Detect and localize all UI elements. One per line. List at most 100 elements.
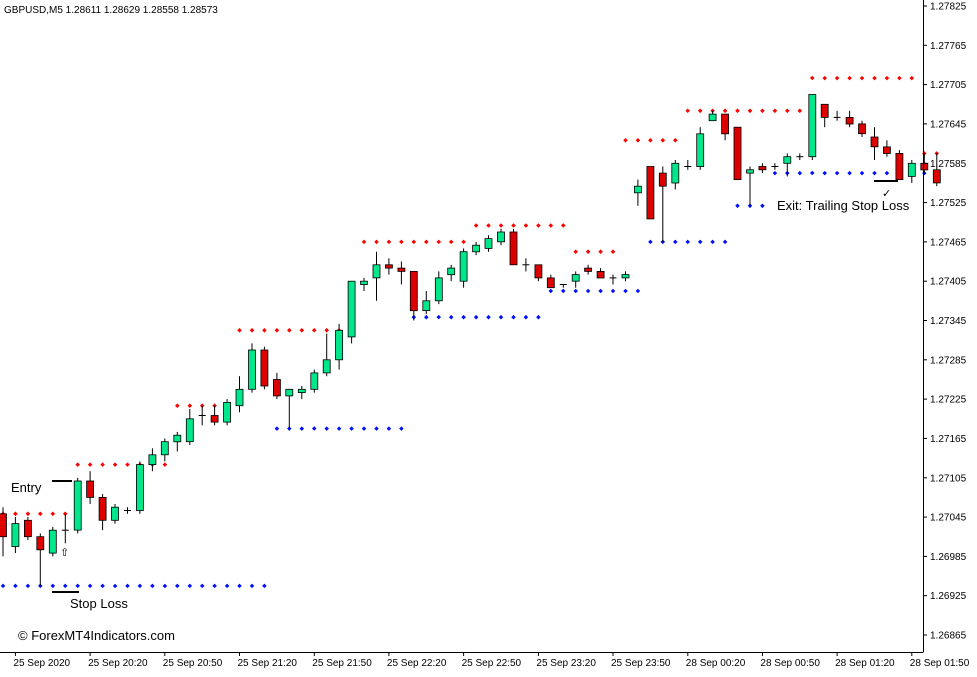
- support-dot: [386, 426, 392, 431]
- candle-body-bull: [907, 162, 916, 177]
- support-dot: [112, 583, 118, 589]
- resistance-dot: [424, 239, 429, 245]
- candle-body-bull: [459, 251, 468, 282]
- candle-body-bull: [48, 529, 57, 554]
- candle: [248, 343, 256, 393]
- candle-body-bull: [708, 113, 717, 122]
- candle: [696, 127, 705, 170]
- candle-body-bull: [447, 267, 456, 276]
- resistance-dot: [262, 328, 267, 333]
- x-tick-label: 25 Sep 21:20: [238, 658, 298, 669]
- candle-body-bull: [422, 300, 431, 311]
- support-dot: [635, 288, 641, 294]
- candle: [360, 277, 368, 291]
- support-dot: [573, 288, 578, 294]
- candle: [895, 150, 904, 180]
- candle-body-bull: [347, 280, 356, 338]
- up-arrow-icon: ⇧: [60, 547, 69, 559]
- candle: [546, 274, 555, 289]
- candle-body-bear: [845, 117, 854, 125]
- support-dot: [523, 314, 529, 320]
- candle-body-bull: [696, 133, 705, 168]
- candle-body-bull: [808, 94, 817, 158]
- candle-body-bull: [783, 156, 792, 164]
- candle: [86, 471, 94, 504]
- candle-body-bull: [185, 418, 194, 443]
- support-dot: [548, 288, 554, 294]
- x-tick-label: 25 Sep 22:20: [387, 658, 447, 669]
- candle-body-bull: [335, 329, 344, 361]
- candle: [335, 323, 344, 370]
- candle: [61, 513, 69, 544]
- candle: [484, 235, 493, 252]
- y-tick-label: 1.27525: [930, 198, 967, 209]
- candle: [609, 274, 617, 285]
- resistance-dot: [511, 223, 516, 228]
- y-tick-label: 1.26925: [930, 591, 967, 602]
- candle: [845, 110, 854, 128]
- candle-body-bull: [484, 238, 493, 249]
- candle: [684, 160, 692, 170]
- candle: [658, 166, 667, 242]
- candle: [48, 526, 57, 557]
- candle: [671, 160, 680, 190]
- resistance-dot: [448, 239, 454, 245]
- x-tick-label: 28 Sep 00:20: [686, 658, 746, 669]
- support-dot: [399, 426, 404, 431]
- candle-body-bear: [584, 267, 592, 272]
- candle: [285, 388, 294, 429]
- x-tick-label: 25 Sep 21:50: [312, 658, 372, 669]
- resistance-dot: [411, 239, 417, 245]
- candle: [808, 94, 817, 160]
- support-dot: [62, 583, 68, 589]
- candle: [384, 258, 393, 275]
- candle: [746, 166, 754, 206]
- candle: [272, 372, 281, 400]
- candle-body-bear: [272, 379, 281, 397]
- candle-body-bear: [409, 270, 418, 312]
- candle: [559, 284, 567, 288]
- y-tick-label: 1.27825: [930, 2, 967, 13]
- candle: [534, 264, 543, 282]
- candle-body-bear: [397, 267, 406, 272]
- candle-body-bear: [23, 519, 32, 538]
- resistance-dot: [287, 328, 292, 333]
- candle-body-bull: [497, 231, 505, 243]
- candle: [621, 271, 630, 282]
- candle: [397, 261, 406, 285]
- candle: [721, 113, 729, 141]
- candle: [198, 405, 206, 426]
- support-dot: [498, 314, 504, 320]
- candle: [11, 517, 20, 554]
- candle-body-bull: [235, 388, 244, 407]
- y-tick-label: 1.27285: [930, 355, 967, 366]
- candle-body-bull: [360, 280, 368, 285]
- support-dot: [473, 314, 479, 320]
- symbol-header: GBPUSD,M5 1.28611 1.28629 1.28558 1.2857…: [4, 5, 218, 16]
- candle-body-bull: [634, 185, 642, 194]
- candle: [571, 271, 580, 288]
- candle: [870, 127, 879, 160]
- candle: [447, 264, 456, 282]
- candle-body-bear: [210, 415, 219, 423]
- candle-body-bull: [248, 349, 256, 390]
- support-dot: [274, 426, 280, 431]
- resistance-dot: [461, 239, 466, 245]
- candle-body-bear: [36, 536, 45, 551]
- resistance-dot: [237, 328, 242, 333]
- candle: [634, 179, 642, 206]
- candle: [223, 399, 232, 426]
- candle-body-bear: [0, 513, 7, 538]
- candle: [796, 153, 804, 160]
- support-dot: [448, 314, 454, 320]
- candle-body-bear: [820, 103, 829, 118]
- candle: [509, 228, 518, 266]
- resistance-dot: [311, 327, 317, 333]
- candle-body-bear: [646, 166, 655, 220]
- candle: [73, 477, 82, 534]
- y-tick-label: 1.27585: [930, 159, 967, 170]
- candle: [36, 533, 45, 586]
- candle-body-bear: [86, 480, 94, 498]
